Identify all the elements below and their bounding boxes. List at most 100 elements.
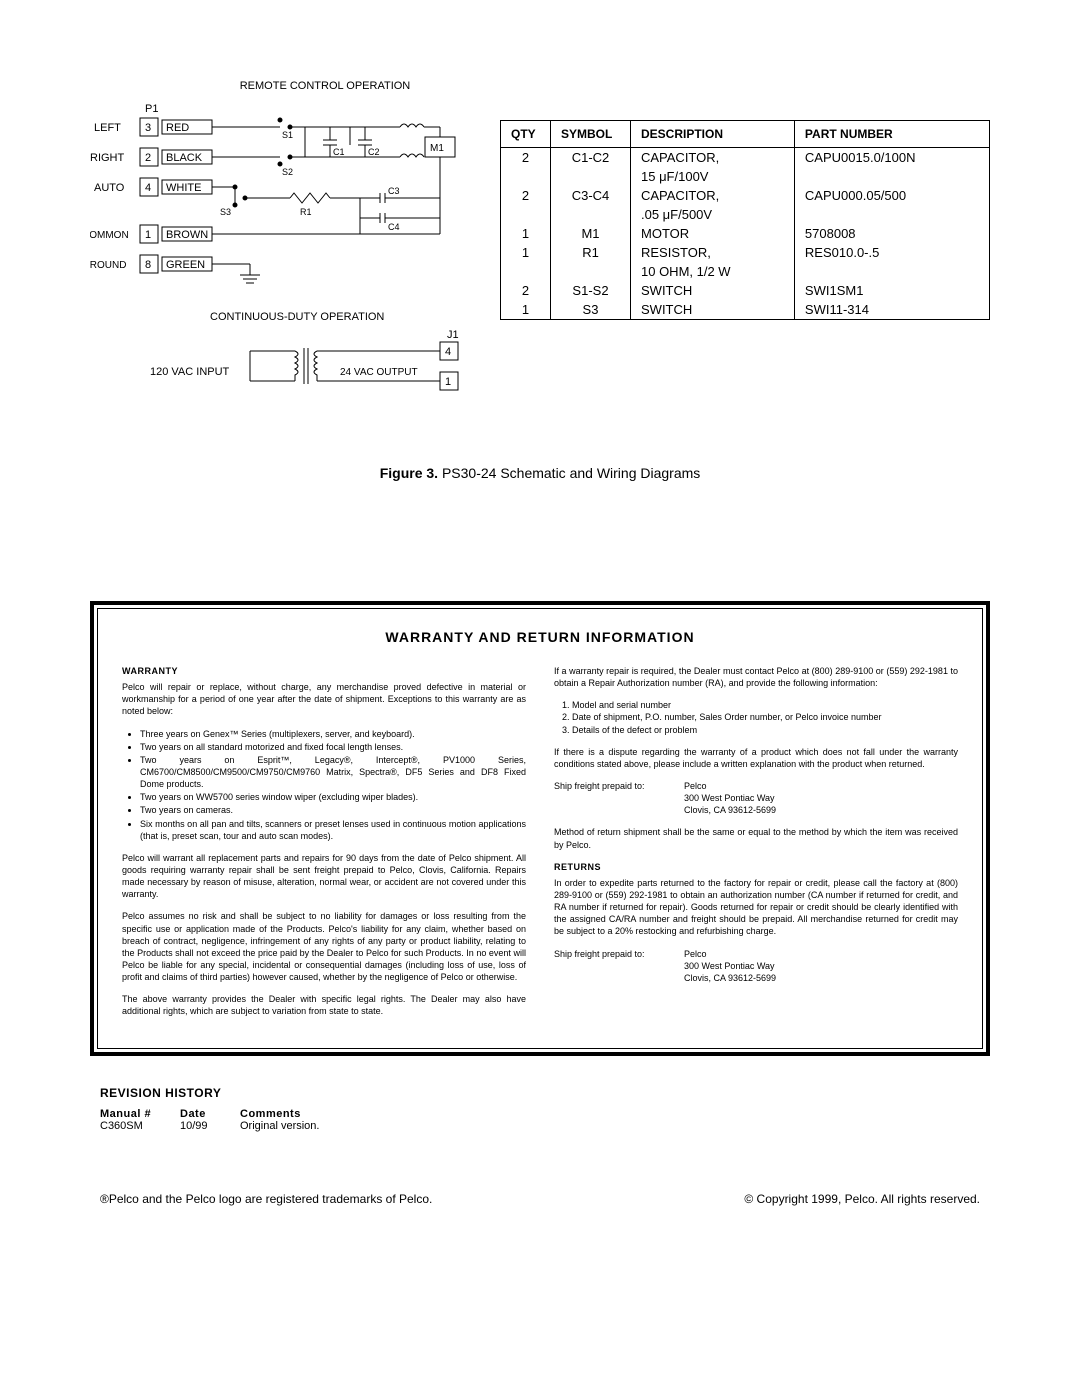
- schematic-bottom-title: CONTINUOUS-DUTY OPERATION: [210, 311, 384, 323]
- parts-row: 10 OHM, 1/2 W: [501, 262, 990, 281]
- svg-text:S2: S2: [282, 167, 293, 177]
- ship-line: 300 West Pontiac Way: [684, 960, 776, 972]
- parts-row: 2 C3-C4 CAPACITOR, CAPU000.05/500: [501, 186, 990, 205]
- rev-date: 10/99: [180, 1120, 240, 1132]
- svg-text:AUTO: AUTO: [94, 182, 125, 194]
- bullet: Two years on all standard motorized and …: [140, 741, 526, 753]
- figure-caption: Figure 3. PS30-24 Schematic and Wiring D…: [90, 465, 990, 481]
- svg-text:BLACK: BLACK: [166, 152, 203, 164]
- warranty-p2: Pelco will warrant all replacement parts…: [122, 852, 526, 901]
- warranty-ol: Model and serial number Date of shipment…: [554, 699, 958, 735]
- parts-table: QTY SYMBOL DESCRIPTION PART NUMBER 2 C1-…: [500, 120, 990, 320]
- schematic-area: REMOTE CONTROL OPERATION P1 3 2 4 1: [90, 80, 470, 445]
- svg-text:2: 2: [145, 152, 151, 164]
- svg-text:120 VAC INPUT: 120 VAC INPUT: [150, 366, 230, 378]
- svg-text:24 VAC OUTPUT: 24 VAC OUTPUT: [340, 367, 418, 378]
- parts-row: 15 μF/100V: [501, 167, 990, 186]
- cell-qty: 2: [501, 148, 551, 168]
- svg-text:RED: RED: [166, 122, 189, 134]
- warranty-p3: Pelco assumes no risk and shall be subje…: [122, 910, 526, 983]
- svg-text:C2: C2: [368, 147, 380, 157]
- ol-item: Model and serial number: [572, 699, 958, 711]
- svg-text:1: 1: [445, 376, 451, 388]
- warranty-col-right: If a warranty repair is required, the De…: [554, 665, 958, 1028]
- svg-text:4: 4: [145, 182, 151, 194]
- parts-row: 2 C1-C2 CAPACITOR, CAPU0015.0/100N: [501, 148, 990, 168]
- ship-addr: Pelco 300 West Pontiac Way Clovis, CA 93…: [684, 780, 776, 816]
- warranty-box: WARRANTY AND RETURN INFORMATION WARRANTY…: [90, 601, 990, 1056]
- svg-text:C1: C1: [333, 147, 345, 157]
- parts-header-row: QTY SYMBOL DESCRIPTION PART NUMBER: [501, 121, 990, 148]
- svg-text:4: 4: [445, 346, 451, 358]
- cell-sym: C1-C2: [551, 148, 631, 168]
- warranty-columns: WARRANTY Pelco will repair or replace, w…: [122, 665, 958, 1028]
- warranty-r-p2: If there is a dispute regarding the warr…: [554, 746, 958, 770]
- rev-hdr-date: Date: [180, 1108, 240, 1120]
- footer: ®Pelco and the Pelco logo are registered…: [90, 1192, 990, 1206]
- cell-desc2: 15 μF/100V: [631, 167, 795, 186]
- revision-header-row: Manual # Date Comments: [100, 1108, 980, 1120]
- svg-text:J1: J1: [447, 329, 459, 341]
- svg-text:R1: R1: [300, 207, 312, 217]
- svg-text:RIGHT: RIGHT: [90, 152, 125, 164]
- warranty-col-left: WARRANTY Pelco will repair or replace, w…: [122, 665, 526, 1028]
- figure-text: PS30-24 Schematic and Wiring Diagrams: [438, 465, 700, 481]
- revision-section: REVISION HISTORY Manual # Date Comments …: [100, 1086, 980, 1132]
- svg-text:3: 3: [145, 122, 151, 134]
- ol-item: Date of shipment, P.O. number, Sales Ord…: [572, 711, 958, 723]
- svg-text:C3: C3: [388, 186, 400, 196]
- returns-heading: RETURNS: [554, 861, 958, 873]
- ship-line: Clovis, CA 93612-5699: [684, 804, 776, 816]
- ship-block-1: Ship freight prepaid to: Pelco 300 West …: [554, 780, 958, 816]
- svg-text:GROUND: GROUND: [90, 260, 126, 271]
- cell-part: CAPU0015.0/100N: [794, 148, 989, 168]
- revision-data-row: C360SM 10/99 Original version.: [100, 1120, 980, 1132]
- svg-text:M1: M1: [430, 143, 444, 154]
- ship-block-2: Ship freight prepaid to: Pelco 300 West …: [554, 948, 958, 984]
- svg-text:GREEN: GREEN: [166, 259, 205, 271]
- rev-comments: Original version.: [240, 1120, 319, 1132]
- revision-heading: REVISION HISTORY: [100, 1086, 980, 1100]
- svg-text:1: 1: [145, 229, 151, 241]
- ship-line: Pelco: [684, 780, 776, 792]
- page: REMOTE CONTROL OPERATION P1 3 2 4 1: [0, 0, 1080, 1266]
- footer-right: © Copyright 1999, Pelco. All rights rese…: [744, 1192, 980, 1206]
- hdr-part: PART NUMBER: [794, 121, 989, 148]
- rev-manual: C360SM: [100, 1120, 180, 1132]
- ship-line: Pelco: [684, 948, 776, 960]
- ship-label: Ship freight prepaid to:: [554, 780, 684, 816]
- parts-row: 2 S1-S2 SWITCH SWI1SM1: [501, 281, 990, 300]
- warranty-title: WARRANTY AND RETURN INFORMATION: [122, 629, 958, 645]
- svg-text:COMMON: COMMON: [90, 230, 129, 241]
- warranty-p4: The above warranty provides the Dealer w…: [122, 993, 526, 1017]
- top-section: REMOTE CONTROL OPERATION P1 3 2 4 1: [90, 80, 990, 445]
- bullet: Three years on Genex™ Series (multiplexe…: [140, 728, 526, 740]
- ship-label: Ship freight prepaid to:: [554, 948, 684, 984]
- parts-row: .05 μF/500V: [501, 205, 990, 224]
- bullet: Two years on cameras.: [140, 804, 526, 816]
- parts-row: 1 S3 SWITCH SWI11-314: [501, 300, 990, 320]
- bullet: Six months on all pan and tilts, scanner…: [140, 818, 526, 842]
- warranty-r-p3: Method of return shipment shall be the s…: [554, 826, 958, 850]
- warranty-heading: WARRANTY: [122, 665, 526, 677]
- rev-hdr-manual: Manual #: [100, 1108, 180, 1120]
- parts-row: 1 M1 MOTOR 5708008: [501, 224, 990, 243]
- svg-text:LEFT: LEFT: [94, 122, 121, 134]
- parts-row: 1 R1 RESISTOR, RES010.0-.5: [501, 243, 990, 262]
- hdr-desc: DESCRIPTION: [631, 121, 795, 148]
- svg-text:S3: S3: [220, 207, 231, 217]
- svg-text:C4: C4: [388, 222, 400, 232]
- svg-text:WHITE: WHITE: [166, 182, 201, 194]
- ol-item: Details of the defect or problem: [572, 724, 958, 736]
- ship-line: Clovis, CA 93612-5699: [684, 972, 776, 984]
- cell-desc: CAPACITOR,: [631, 148, 795, 168]
- schematic-top-title: REMOTE CONTROL OPERATION: [180, 80, 470, 92]
- footer-left: ®Pelco and the Pelco logo are registered…: [100, 1192, 432, 1206]
- hdr-qty: QTY: [501, 121, 551, 148]
- ship-addr: Pelco 300 West Pontiac Way Clovis, CA 93…: [684, 948, 776, 984]
- warranty-inner: WARRANTY AND RETURN INFORMATION WARRANTY…: [97, 608, 983, 1049]
- schematic-diagram: P1 3 2 4 1 8 LEFT RIGHT AUTO: [90, 100, 470, 440]
- svg-text:BROWN: BROWN: [166, 229, 208, 241]
- ship-line: 300 West Pontiac Way: [684, 792, 776, 804]
- parts-table-container: QTY SYMBOL DESCRIPTION PART NUMBER 2 C1-…: [500, 120, 990, 445]
